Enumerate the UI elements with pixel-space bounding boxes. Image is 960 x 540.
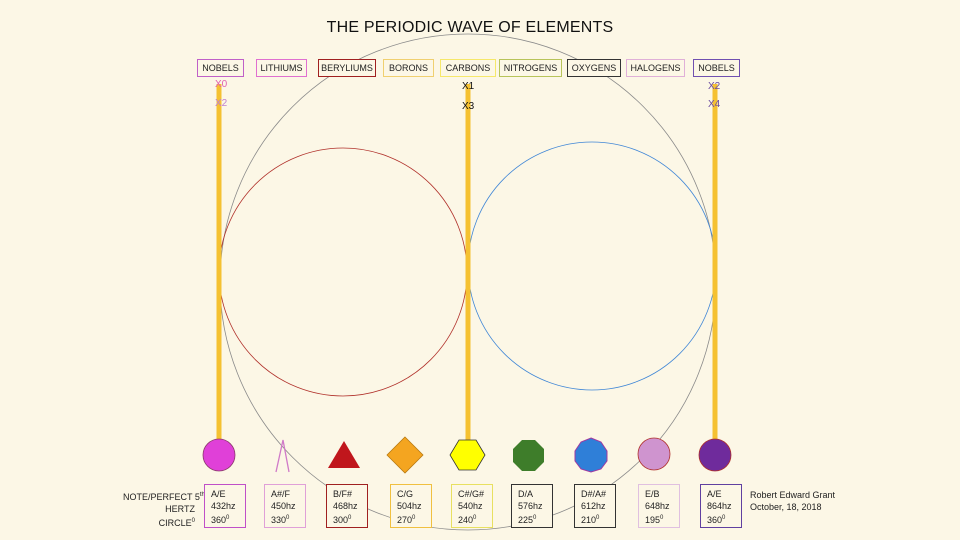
note-degree: 2400	[458, 515, 477, 525]
note-degree: 2700	[397, 515, 416, 525]
note-degree: 1950	[645, 515, 664, 525]
note-hertz: 576hz	[518, 501, 543, 511]
note-name: D#/A#	[581, 489, 607, 499]
axis-marker: X2	[215, 98, 228, 109]
circle-icon	[202, 438, 236, 472]
group-label-halogens: HALOGENS	[626, 59, 685, 77]
group-label-nobels: NOBELS	[693, 59, 740, 77]
axis-marker: X4	[708, 99, 721, 110]
right-circle	[467, 141, 717, 391]
author-name: Robert Edward Grant	[750, 490, 836, 500]
note-name: C#/G#	[458, 489, 485, 499]
row-label-hertz: HERTZ	[165, 504, 195, 514]
nonagon-icon	[574, 437, 608, 473]
note-card: D#/A# 612hz 2100	[574, 484, 616, 528]
page-title: THE PERIODIC WAVE OF ELEMENTS	[326, 19, 614, 36]
group-label-oxygens: OXYGENS	[567, 59, 621, 77]
note-name: D/A	[518, 489, 534, 499]
axis-marker: X0	[215, 79, 228, 90]
note-hertz: 648hz	[645, 501, 670, 511]
note-degree: 3600	[211, 515, 230, 525]
note-card: D/A 576hz 2250	[511, 484, 553, 528]
group-label-nitrogens: NITROGENS	[499, 59, 562, 77]
note-name: A#/F	[271, 489, 291, 499]
note-card: C/G 504hz 2700	[390, 484, 432, 528]
diamond-icon	[386, 436, 424, 474]
left-circle	[218, 147, 468, 397]
triangle-icon	[328, 441, 360, 468]
note-hertz: 432hz	[211, 501, 236, 511]
note-degree: 2250	[518, 515, 537, 525]
note-hertz: 612hz	[581, 501, 606, 511]
axis-marker: X1	[462, 81, 475, 92]
note-card: B/F# 468hz 3000	[326, 484, 368, 528]
axis-marker: X2	[708, 81, 721, 92]
row-label-note: NOTE/PERFECT 5th	[123, 492, 205, 502]
note-degree: 3600	[707, 515, 726, 525]
note-name: E/B	[645, 489, 660, 499]
note-hertz: 450hz	[271, 501, 296, 511]
note-degree: 2100	[581, 515, 600, 525]
note-name: A/E	[707, 489, 722, 499]
row-label-circle: CIRCLE0	[158, 518, 195, 528]
note-name: C/G	[397, 489, 414, 499]
circle-icon	[698, 438, 732, 472]
group-label-nobels: NOBELS	[197, 59, 244, 77]
note-degree: 3300	[271, 515, 290, 525]
note-card: E/B 648hz 1950	[638, 484, 680, 528]
group-label-borons: BORONS	[383, 59, 434, 77]
lambda-icon	[275, 439, 290, 473]
author-credit: Robert Edward Grant October, 18, 2018	[750, 489, 835, 513]
note-hertz: 864hz	[707, 501, 732, 511]
octagon-icon	[513, 440, 544, 471]
note-degree: 3000	[333, 515, 352, 525]
circle-icon	[637, 437, 671, 471]
row-labels: NOTE/PERFECT 5th HERTZ CIRCLE0	[123, 489, 205, 529]
group-label-carbons: CARBONS	[440, 59, 496, 77]
note-hertz: 468hz	[333, 501, 358, 511]
note-name: A/E	[211, 489, 226, 499]
note-hertz: 540hz	[458, 501, 483, 511]
note-card: C#/G# 540hz 2400	[451, 484, 493, 528]
note-card: A/E 432hz 3600	[204, 484, 246, 528]
note-card: A/E 864hz 3600	[700, 484, 742, 528]
credit-date: October, 18, 2018	[750, 502, 822, 512]
note-card: A#/F 450hz 3300	[264, 484, 306, 528]
axis-marker: X3	[462, 101, 475, 112]
note-hertz: 504hz	[397, 501, 422, 511]
hexagon-icon	[449, 439, 486, 471]
group-label-beryliums: BERYLIUMS	[318, 59, 376, 77]
group-label-lithiums: LITHIUMS	[256, 59, 307, 77]
note-name: B/F#	[333, 489, 353, 499]
